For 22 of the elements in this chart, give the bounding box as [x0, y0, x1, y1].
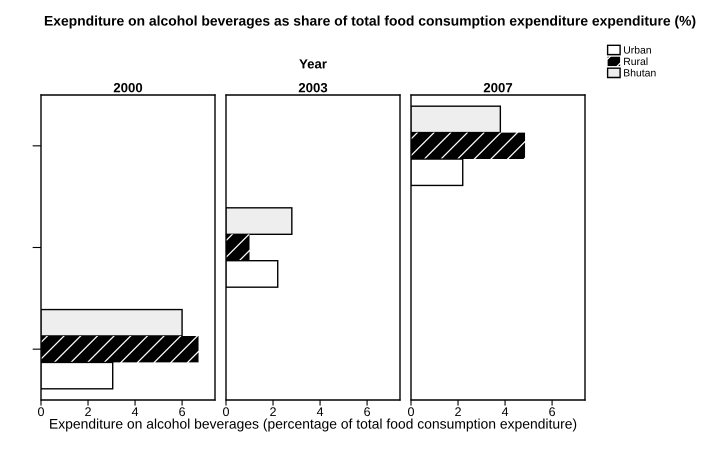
legend-label: Bhutan: [624, 68, 656, 77]
x-tick-label: 2: [85, 407, 91, 416]
text: Exepnditure on alcohol beverages as share of total food consumption expenditure expenditure (%): [44, 15, 696, 29]
x-tick-label: 2: [270, 407, 276, 416]
x-tick-label: 2: [455, 407, 461, 416]
legend-label: Urban: [624, 46, 651, 54]
legend-label: Rural: [624, 57, 648, 66]
text: Year: [299, 59, 327, 69]
x-tick-label: 6: [179, 407, 186, 416]
x-axis-title: Expenditure on alcohol beverages (percentage of total food consumption expenditure): [50, 418, 576, 432]
bar: [411, 132, 526, 160]
x-tick-label: 0: [408, 407, 414, 416]
chart-title: 2003: [298, 83, 328, 92]
chart-title: 2000: [114, 83, 142, 92]
x-tick-label: 6: [364, 407, 370, 416]
chart-title: 2007: [484, 83, 512, 92]
x-tick-label: 0: [223, 407, 229, 416]
x-tick-label: 4: [316, 407, 324, 416]
x-tick-label: 6: [549, 407, 556, 416]
x-tick-label: 0: [38, 407, 44, 416]
x-tick-label: 4: [502, 407, 508, 416]
x-tick-label: 4: [132, 407, 138, 416]
